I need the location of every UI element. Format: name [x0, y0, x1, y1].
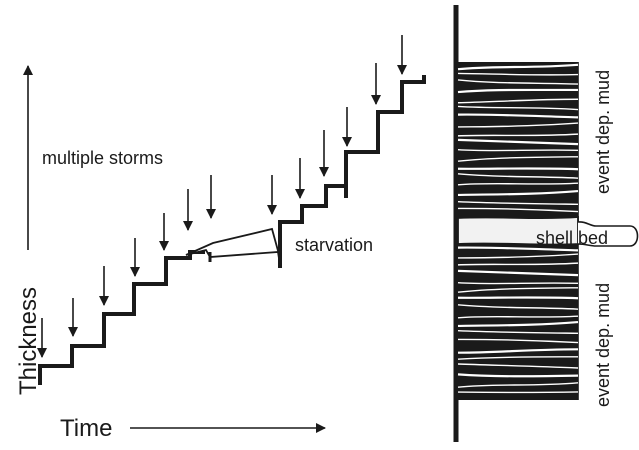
mud-lamina-parting: [457, 133, 579, 137]
mud-lamina-parting: [457, 391, 579, 394]
mud-lamina-parting: [457, 338, 579, 344]
mud-lamina-parting: [457, 173, 579, 179]
storm-arrows: [37, 35, 407, 358]
mud-lamina-parting: [457, 182, 579, 186]
mud-lamina-parting: [457, 138, 579, 146]
shell-bed-callout: [577, 221, 639, 247]
mud-lamina-parting: [457, 253, 579, 259]
mud-lamina-parting: [457, 287, 579, 293]
starvation-label: starvation: [295, 235, 373, 255]
mud-lamina-parting: [457, 148, 579, 152]
mud-lamina-parting: [457, 262, 579, 266]
mud-lamina-parting: [457, 269, 579, 277]
event-mud-upper-label: event dep. mud: [593, 70, 613, 194]
staircase-curve-upper: [278, 75, 426, 268]
x-axis-label: Time: [60, 415, 112, 442]
event-mud-upper-block: [457, 62, 579, 218]
mud-lamina-parting: [457, 330, 579, 334]
mud-lamina-parting: [457, 201, 579, 205]
multiple-storms-label: multiple storms: [42, 148, 163, 168]
y-axis-label: Thickness: [15, 287, 42, 395]
starvation-wedge: [185, 227, 281, 266]
mud-lamina-parting: [457, 363, 579, 369]
mud-lamina-parting: [457, 304, 579, 310]
mud-lamina-parting: [457, 98, 579, 104]
staircase-curve-lower: [38, 250, 205, 385]
event-mud-lower-block: [457, 244, 579, 400]
mud-lamina-parting: [457, 88, 579, 94]
mud-lamina-parting: [457, 105, 579, 111]
mud-lamina-parting: [457, 167, 579, 171]
mud-lamina-parting: [457, 373, 579, 378]
mud-lamina-parting: [457, 79, 579, 85]
mud-lamina-parting: [457, 296, 579, 300]
mud-lamina-parting: [457, 281, 579, 285]
mud-lamina-parting: [457, 348, 579, 354]
shell-bed-label: shell bed: [536, 228, 608, 248]
mud-lamina-parting: [457, 207, 579, 213]
mud-bed-background: [458, 244, 578, 400]
event-mud-lower-label: event dep. mud: [593, 283, 613, 407]
mud-lamina-parting: [457, 122, 579, 128]
mud-lamina-parting: [457, 113, 579, 119]
mud-lamina-parting: [457, 189, 579, 197]
mud-lamina-parting: [457, 315, 579, 319]
mud-lamina-parting: [457, 320, 579, 328]
mud-lamina-parting: [457, 63, 579, 71]
mud-lamina-parting: [457, 156, 579, 162]
mud-lamina-parting: [457, 382, 579, 388]
mud-lamina-parting: [457, 246, 579, 252]
mud-lamina-parting: [457, 356, 579, 360]
mud-lamina-parting: [457, 72, 579, 76]
